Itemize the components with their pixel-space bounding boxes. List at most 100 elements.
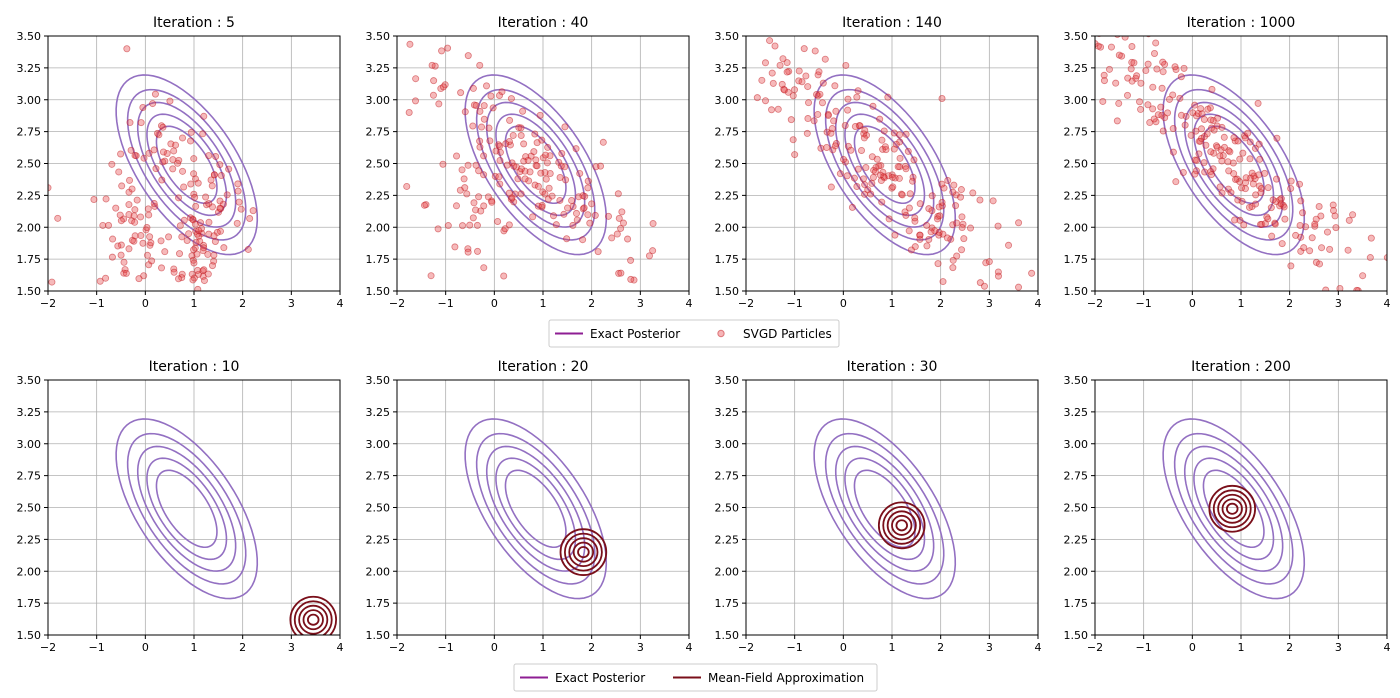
svgd-particle — [480, 264, 488, 272]
svgd-particle — [1028, 269, 1036, 277]
svgd-particle — [199, 130, 207, 138]
svgd-particle — [1191, 156, 1199, 164]
y-tick-label: 2.00 — [366, 565, 391, 578]
svgd-particle — [800, 45, 808, 53]
svgd-particle — [861, 181, 869, 189]
svgd-particle — [480, 152, 488, 160]
svgd-particle — [1209, 165, 1217, 173]
panel-8: Iteration : 200 −2 −1 0 1 2 3 4 1.50 1.75 2.00 2.25… — [1064, 359, 1391, 654]
svgd-particle — [1332, 224, 1340, 232]
svgd-particle — [1121, 11, 1127, 17]
svgd-particle — [412, 75, 420, 83]
panel-4: Iteration : 1000 −2 −1 0 1 2 3 4 1.50 1.75 2.00 2.2… — [1044, 0, 1391, 310]
x-tick-label: 1 — [889, 641, 896, 654]
svgd-particle — [469, 122, 477, 130]
meanfield-contour — [886, 510, 917, 541]
y-tick-label: 3.25 — [1064, 406, 1089, 419]
svgd-particle — [1097, 23, 1103, 29]
svgd-particle — [892, 140, 900, 148]
svgd-particle — [1044, 0, 1050, 6]
svgd-particle — [234, 187, 242, 195]
svgd-particle — [862, 164, 870, 172]
svgd-particle — [1042, 293, 1048, 299]
svgd-particle — [500, 272, 508, 280]
svgd-particle — [861, 190, 869, 198]
svgd-particle — [460, 175, 468, 183]
y-tick-label: 2.75 — [1064, 470, 1089, 483]
x-tick-label: 4 — [1384, 297, 1391, 310]
y-tick-label: 2.75 — [715, 470, 740, 483]
panel-title: Iteration : 20 — [498, 359, 589, 375]
panel-2: Iteration : 40 −2 −1 0 1 2 3 4 1.50 1.75 2.00 2.25 2… — [366, 15, 693, 310]
svgd-particle — [482, 82, 490, 90]
svgd-particle — [1297, 197, 1305, 205]
svgd-particle — [165, 233, 173, 241]
svgd-particle — [1177, 73, 1185, 81]
svgd-particle — [117, 217, 125, 225]
svgd-particle — [871, 168, 879, 176]
svgd-particle — [216, 161, 224, 169]
svgd-particle — [117, 251, 125, 259]
svgd-particle — [524, 156, 532, 164]
svgd-particle — [1264, 184, 1272, 192]
x-tick-label: −2 — [1087, 297, 1103, 310]
svgd-particle — [517, 190, 525, 198]
svgd-particle — [880, 127, 888, 135]
posterior-contour — [495, 457, 577, 561]
y-tick-label: 1.75 — [715, 597, 740, 610]
svgd-particle — [1045, 9, 1051, 15]
svgd-particle — [192, 238, 200, 246]
svgd-particle — [873, 155, 881, 163]
svgd-particle — [183, 236, 191, 244]
svgd-particle — [844, 95, 852, 103]
svgd-particle — [591, 211, 599, 219]
svgd-particle — [1239, 149, 1247, 157]
svgd-particle — [594, 248, 602, 256]
svgd-particle — [126, 119, 134, 127]
x-tick-label: 0 — [142, 641, 149, 654]
svgd-particle — [538, 136, 546, 144]
svgd-particle — [618, 208, 626, 216]
posterior-contour — [155, 469, 218, 549]
svgd-particle — [205, 199, 213, 207]
svgd-particle — [904, 147, 912, 155]
svgd-particle — [1245, 203, 1253, 211]
svgd-particle — [958, 213, 966, 221]
y-tick-label: 3.50 — [1064, 30, 1089, 43]
svgd-particle — [457, 89, 465, 97]
svgd-particle — [120, 269, 128, 277]
svgd-particle — [579, 192, 587, 200]
panel-title: Iteration : 10 — [149, 359, 240, 375]
x-tick-label: 4 — [337, 641, 344, 654]
svgd-particle — [875, 162, 883, 170]
svgd-particle — [804, 115, 812, 123]
svgd-particle — [848, 203, 856, 211]
svgd-particle — [204, 270, 212, 278]
legend-top-particle-swatch — [717, 329, 725, 338]
svgd-particle — [980, 282, 988, 290]
svgd-particle — [1066, 0, 1072, 5]
svgd-particle — [841, 121, 849, 129]
y-tick-label: 2.50 — [715, 158, 740, 171]
posterior-contour — [485, 445, 586, 572]
svgd-particle — [969, 189, 977, 197]
svgd-particle — [791, 151, 799, 159]
svgd-particle — [522, 153, 530, 161]
svgd-particle — [1317, 212, 1325, 220]
svgd-particle — [819, 79, 827, 87]
y-tick-label: 1.75 — [366, 253, 391, 266]
y-tick-label: 2.25 — [366, 533, 391, 546]
svgd-particle — [1224, 185, 1232, 193]
svgd-particle — [572, 209, 580, 217]
svgd-particle — [216, 204, 224, 212]
svgd-particle — [495, 92, 503, 100]
svgd-particle — [403, 182, 411, 190]
svgd-particle — [464, 161, 472, 169]
x-tick-label: 1 — [191, 641, 198, 654]
svgd-particle — [789, 92, 797, 100]
x-tick-label: −1 — [89, 297, 105, 310]
svgd-particle — [923, 221, 931, 229]
x-tick-label: −2 — [738, 297, 754, 310]
svgd-particle — [480, 171, 488, 179]
svgd-particle — [174, 275, 182, 283]
